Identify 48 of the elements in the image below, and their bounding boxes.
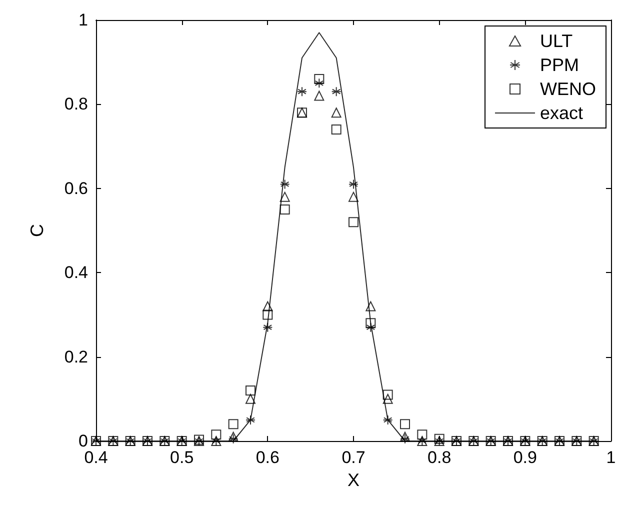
point	[400, 419, 410, 430]
point	[246, 385, 256, 396]
x-tick-label: 0.9	[513, 448, 537, 467]
point	[366, 301, 376, 312]
y-tick-label: 1	[78, 10, 88, 30]
point	[348, 217, 358, 228]
y-tick-label: 0.8	[64, 94, 88, 114]
point	[314, 78, 324, 88]
x-tick-label: 0.5	[170, 448, 194, 467]
point	[280, 192, 290, 202]
point	[262, 301, 273, 312]
point	[228, 419, 238, 430]
point	[262, 322, 273, 332]
point	[382, 414, 393, 425]
point	[366, 318, 376, 328]
legend-label: ULT	[540, 31, 573, 51]
point	[331, 86, 342, 97]
y-axis-title: C	[27, 224, 47, 237]
point	[348, 192, 358, 202]
legend-label: WENO	[540, 79, 596, 99]
point	[297, 86, 307, 97]
x-axis-title: X	[347, 470, 360, 490]
point	[280, 179, 290, 190]
point	[348, 179, 358, 190]
point	[366, 322, 376, 332]
point	[314, 74, 324, 84]
x-tick-label: 0.8	[428, 448, 452, 467]
x-tick-label: 0.6	[256, 448, 280, 467]
point	[382, 394, 393, 404]
point	[417, 430, 428, 440]
point	[246, 414, 256, 425]
legend-label: exact	[540, 103, 584, 123]
x-tick-label: 1	[606, 448, 616, 467]
y-tick-label: 0	[78, 432, 88, 450]
point	[246, 394, 256, 404]
point	[262, 310, 273, 320]
legend-label: PPM	[540, 55, 580, 75]
point	[314, 90, 324, 101]
y-tick-label: 0.6	[64, 178, 88, 198]
point	[434, 434, 444, 444]
y-tick-label: 0.2	[64, 347, 88, 366]
x-tick-label: 0.7	[342, 448, 366, 467]
point	[331, 124, 342, 134]
point	[211, 430, 222, 440]
point	[331, 108, 342, 118]
point	[280, 204, 290, 214]
y-tick-label: 0.4	[64, 263, 88, 282]
point	[382, 390, 393, 400]
